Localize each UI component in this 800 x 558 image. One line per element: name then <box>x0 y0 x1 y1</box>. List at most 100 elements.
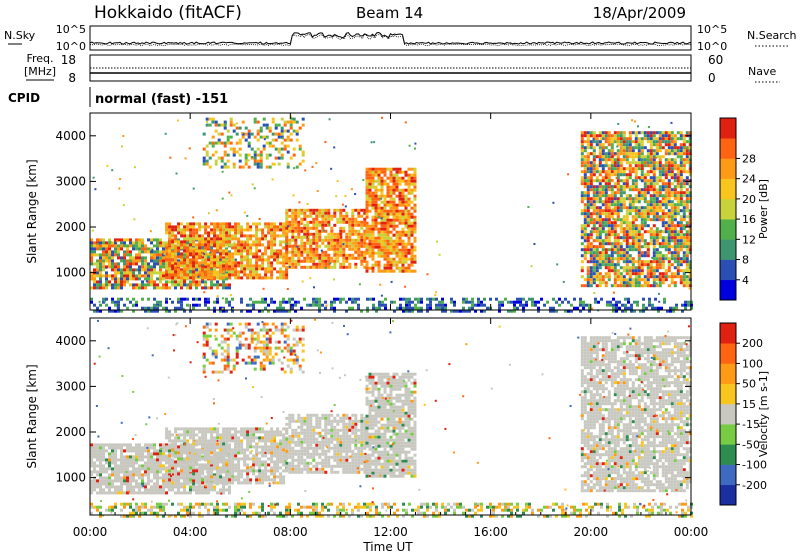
heatmap-cell <box>617 203 620 206</box>
heatmap-cell <box>579 301 582 304</box>
colorbar-tick-label: 8 <box>742 254 749 267</box>
heatmap-cell <box>269 154 272 157</box>
heatmap-cell <box>129 244 132 247</box>
heatmap-cell <box>623 215 626 218</box>
heatmap-cell <box>282 225 285 228</box>
heatmap-cell <box>282 231 285 234</box>
heatmap-cell <box>99 455 102 458</box>
heatmap-cell <box>644 275 647 278</box>
heatmap-cell <box>683 257 686 260</box>
heatmap-cell <box>330 304 333 307</box>
heatmap-cell <box>345 215 348 218</box>
heatmap-cell <box>293 130 296 133</box>
heatmap-cell <box>656 269 659 272</box>
heatmap-cell <box>599 239 602 242</box>
heatmap-cell <box>605 266 608 269</box>
heatmap-cell <box>357 239 360 242</box>
heatmap-cell <box>390 261 393 264</box>
heatmap-cell <box>405 183 408 186</box>
heatmap-cell <box>348 227 351 230</box>
heatmap-cell <box>123 458 126 461</box>
heatmap-point <box>165 133 167 135</box>
heatmap-point <box>222 227 224 229</box>
heatmap-cell <box>225 231 228 234</box>
heatmap-cell <box>611 242 614 245</box>
heatmap-cell <box>384 213 387 216</box>
heatmap-cell <box>177 246 180 249</box>
heatmap-cell <box>611 224 614 227</box>
heatmap-cell <box>680 281 683 284</box>
heatmap-cell <box>387 216 390 219</box>
heatmap-cell <box>129 253 132 256</box>
heatmap-cell <box>623 269 626 272</box>
heatmap-cell <box>162 286 165 289</box>
heatmap-cell <box>378 304 381 307</box>
heatmap-cell <box>656 167 659 170</box>
heatmap-cell <box>258 276 261 279</box>
heatmap-cell <box>686 251 689 254</box>
heatmap-cell <box>624 304 627 307</box>
heatmap-cell <box>608 215 611 218</box>
heatmap-cell <box>680 182 683 185</box>
heatmap-cell <box>284 121 287 124</box>
heatmap-cell <box>683 218 686 221</box>
heatmap-cell <box>608 167 611 170</box>
heatmap-cell <box>111 455 114 458</box>
heatmap-cell <box>216 270 219 273</box>
heatmap-cell <box>632 242 635 245</box>
heatmap-cell <box>390 168 393 171</box>
nsky-label: N.Sky <box>4 29 36 42</box>
heatmap-cell <box>114 268 117 271</box>
heatmap-cell <box>653 254 656 257</box>
heatmap-cell <box>117 458 120 461</box>
heatmap-cell <box>677 155 680 158</box>
heatmap-point <box>628 283 630 285</box>
heatmap-cell <box>138 268 141 271</box>
heatmap-cell <box>402 240 405 243</box>
heatmap-cell <box>635 206 638 209</box>
heatmap-cell <box>212 136 215 139</box>
heatmap-cell <box>590 269 593 272</box>
heatmap-cell <box>252 307 255 310</box>
heatmap-cell <box>333 242 336 245</box>
heatmap-cell <box>593 131 596 134</box>
heatmap-cell <box>132 274 135 277</box>
heatmap-cell <box>638 164 641 167</box>
heatmap-cell <box>599 260 602 263</box>
heatmap-cell <box>599 263 602 266</box>
heatmap-cell <box>462 307 465 310</box>
heatmap-cell <box>653 224 656 227</box>
heatmap-cell <box>171 228 174 231</box>
heatmap-cell <box>590 281 593 284</box>
heatmap-point <box>345 205 347 207</box>
heatmap-cell <box>93 241 96 244</box>
heatmap-cell <box>656 161 659 164</box>
heatmap-cell <box>606 304 609 307</box>
heatmap-cell <box>635 167 638 170</box>
heatmap-cell <box>641 224 644 227</box>
heatmap-cell <box>351 254 354 257</box>
colorbar-swatch <box>720 179 736 200</box>
heatmap-cell <box>626 248 629 251</box>
heatmap-cell <box>596 155 599 158</box>
heatmap-cell <box>240 243 243 246</box>
heatmap-cell <box>387 168 390 171</box>
heatmap-cell <box>129 256 132 259</box>
heatmap-cell <box>174 270 177 273</box>
heatmap-cell <box>129 262 132 265</box>
heatmap-cell <box>581 197 584 200</box>
heatmap-cell <box>230 124 233 127</box>
heatmap-cell <box>213 237 216 240</box>
heatmap-point <box>202 254 204 256</box>
heatmap-cell <box>369 204 372 207</box>
heatmap-cell <box>387 183 390 186</box>
heatmap-cell <box>132 464 135 467</box>
heatmap-cell <box>354 257 357 260</box>
heatmap-cell <box>375 168 378 171</box>
heatmap-cell <box>384 198 387 201</box>
heatmap-cell <box>659 176 662 179</box>
heatmap-cell <box>111 479 114 482</box>
heatmap-cell <box>318 301 321 304</box>
heatmap-cell <box>354 224 357 227</box>
heatmap-cell <box>632 233 635 236</box>
